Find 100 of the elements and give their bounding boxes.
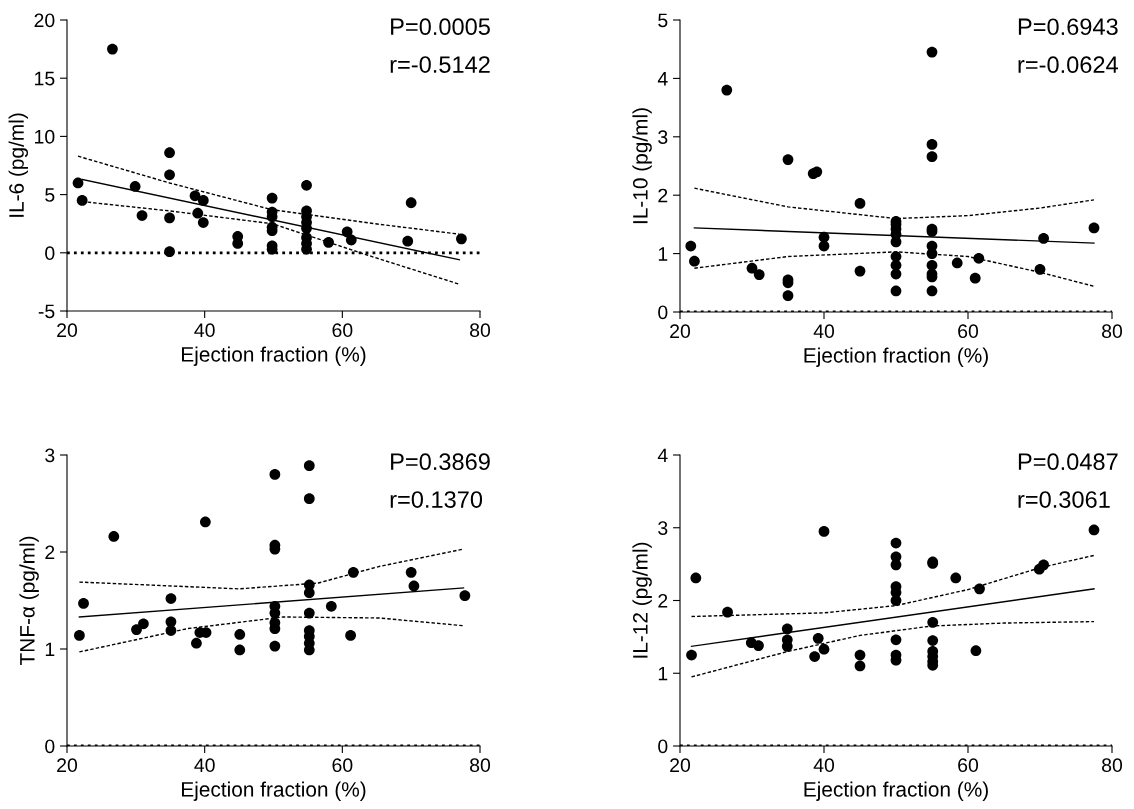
annotation: r=-0.5142 — [390, 56, 490, 73]
point — [165, 625, 177, 636]
point — [812, 632, 824, 644]
y-tick-label: 2 — [658, 593, 668, 608]
point — [199, 516, 211, 528]
point — [266, 192, 278, 204]
x-axis-title: Ejection fraction (%) — [182, 346, 366, 366]
point — [753, 640, 764, 651]
point — [782, 290, 794, 302]
point — [809, 651, 821, 662]
point — [969, 272, 981, 284]
point — [1038, 559, 1049, 571]
point — [890, 285, 902, 297]
point — [189, 190, 201, 202]
x-tick-label: 80 — [1102, 324, 1123, 339]
x-tick-label: 20 — [670, 324, 691, 339]
x-tick-label: 60 — [332, 323, 353, 338]
point — [197, 217, 209, 228]
point — [131, 624, 142, 635]
y-tick-label: 3 — [658, 521, 668, 535]
point — [234, 644, 246, 656]
x-tick-label: 60 — [958, 758, 979, 773]
point — [234, 629, 246, 640]
point — [197, 195, 209, 206]
x-tick-label: 80 — [470, 758, 491, 773]
point — [303, 587, 315, 599]
x-tick-label: 20 — [57, 758, 78, 773]
point — [1034, 263, 1046, 275]
x-tick-label: 20 — [57, 323, 78, 338]
point — [345, 234, 357, 246]
point — [164, 147, 175, 159]
x-tick-label: 60 — [958, 324, 979, 339]
y-tick-label: 4 — [657, 72, 668, 86]
y-tick-label: 1 — [658, 666, 668, 681]
y-tick-label: 20 — [34, 13, 55, 28]
point — [685, 240, 697, 252]
point — [890, 537, 902, 549]
y-tick-label: 10 — [35, 129, 55, 144]
y-tick-label: 0 — [45, 246, 55, 261]
y-tick-label: 0 — [658, 305, 668, 320]
point — [405, 197, 417, 209]
point — [926, 248, 938, 259]
point — [890, 268, 902, 280]
point — [746, 262, 758, 274]
point — [136, 210, 148, 221]
x-tick-label: 80 — [470, 323, 491, 338]
y-tick-label: 2 — [658, 188, 668, 203]
point — [1088, 222, 1100, 234]
annotation: P=0.6943 — [1018, 18, 1118, 36]
point — [854, 660, 866, 672]
point — [108, 531, 120, 542]
point — [164, 169, 175, 181]
point — [72, 177, 84, 189]
point — [973, 252, 985, 264]
point — [165, 593, 177, 604]
point — [107, 43, 118, 55]
point — [323, 236, 334, 248]
point — [408, 580, 420, 592]
y-tick-label: 0 — [658, 739, 668, 754]
point — [325, 600, 337, 612]
point — [753, 269, 765, 280]
y-axis-title: IL-12 (pg/ml) — [632, 542, 652, 658]
point — [347, 566, 359, 578]
annotation: r=0.1370 — [390, 491, 483, 508]
x-tick-label: 40 — [813, 758, 835, 773]
point — [345, 630, 356, 641]
annotation: P=0.0005 — [391, 18, 490, 36]
point — [854, 649, 866, 661]
point — [854, 198, 866, 209]
point — [303, 607, 315, 619]
point — [927, 616, 939, 628]
x-tick-label: 40 — [194, 323, 215, 338]
point — [926, 151, 938, 163]
y-axis-title: IL-6 (pg/ml) — [8, 113, 29, 217]
annotation: r=0.3061 — [1018, 491, 1110, 508]
y-tick-label: 4 — [657, 448, 668, 463]
x-tick-label: 60 — [332, 758, 353, 773]
y-tick-label: -5 — [38, 304, 55, 319]
point — [890, 595, 902, 606]
point — [818, 240, 830, 252]
point — [890, 634, 902, 646]
point — [138, 618, 149, 630]
point — [78, 598, 89, 609]
y-tick-label: 1 — [45, 642, 55, 657]
point — [722, 606, 733, 618]
x-axis-title: Ejection fraction (%) — [804, 781, 988, 801]
point — [818, 526, 830, 537]
point — [303, 493, 315, 505]
y-tick-label: 3 — [45, 448, 55, 463]
y-tick-label: 3 — [658, 130, 668, 145]
x-tick-label: 40 — [813, 324, 835, 339]
point — [890, 559, 902, 571]
point — [269, 469, 281, 480]
point — [1088, 524, 1100, 536]
annotation: r=-0.0624 — [1018, 56, 1118, 74]
point — [926, 46, 938, 58]
point — [191, 637, 202, 649]
point — [269, 640, 281, 652]
point — [74, 630, 85, 641]
point — [456, 233, 467, 245]
